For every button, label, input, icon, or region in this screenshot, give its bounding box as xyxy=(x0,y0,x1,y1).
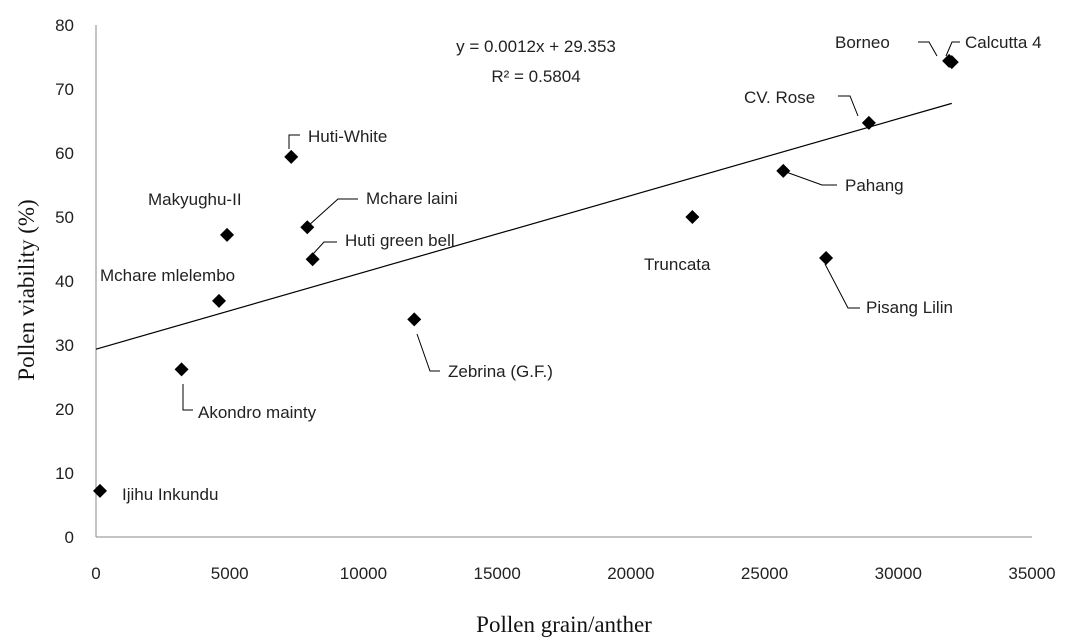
label-leader-line xyxy=(182,384,193,411)
point-label: Borneo xyxy=(835,33,890,52)
point-label: Zebrina (G.F.) xyxy=(448,362,553,381)
trendline xyxy=(95,102,952,350)
x-tick-label: 5000 xyxy=(211,564,249,583)
data-point xyxy=(93,483,108,498)
data-point xyxy=(819,250,834,265)
trendline-group xyxy=(95,102,952,350)
point-label: Huti green bell xyxy=(345,231,455,250)
point-label: Mchare laini xyxy=(366,189,458,208)
y-axis-title: Pollen viability (%) xyxy=(14,199,39,380)
y-tick-label: 50 xyxy=(55,208,74,227)
data-point xyxy=(220,227,235,242)
point-label: Akondro mainty xyxy=(198,403,317,422)
x-tick-label: 30000 xyxy=(875,564,922,583)
y-tick-label: 70 xyxy=(55,80,74,99)
y-tick-label: 20 xyxy=(55,400,74,419)
point-labels: Ijihu Inkundu Akondro mainty Mchare mlelem… xyxy=(100,33,1042,504)
data-point xyxy=(284,149,299,164)
x-tick-label: 25000 xyxy=(741,564,788,583)
label-leader-line xyxy=(312,241,337,255)
label-leader-line xyxy=(288,134,300,149)
point-label: Pisang Lilin xyxy=(866,298,953,317)
point-label: Calcutta 4 xyxy=(965,33,1042,52)
tick-labels: 0 10 20 30 40 50 60 70 80 0 5000 10000 15000 20000 250… xyxy=(55,16,1056,583)
x-tick-label: 35000 xyxy=(1008,564,1055,583)
x-tick-label: 15000 xyxy=(474,564,521,583)
axes xyxy=(95,25,1032,538)
data-point xyxy=(861,115,876,130)
point-label: Pahang xyxy=(845,176,904,195)
y-tick-label: 0 xyxy=(65,528,74,547)
point-label: Ijihu Inkundu xyxy=(122,485,218,504)
point-label: CV. Rose xyxy=(744,88,815,107)
trendline-equation: y = 0.0012x + 29.353 xyxy=(456,37,616,56)
point-label: Makyughu-II xyxy=(148,190,242,209)
y-tick-label: 40 xyxy=(55,272,74,291)
data-point xyxy=(305,252,320,267)
label-leader-line xyxy=(785,171,837,186)
y-tick-label: 60 xyxy=(55,144,74,163)
x-tick-label: 20000 xyxy=(607,564,654,583)
label-leader-line xyxy=(918,41,938,57)
x-axis-title: Pollen grain/anther xyxy=(476,612,652,637)
label-leader-line xyxy=(416,333,440,372)
label-leader-line xyxy=(824,263,860,309)
data-point xyxy=(407,312,422,327)
y-tick-label: 10 xyxy=(55,464,74,483)
data-point xyxy=(776,163,791,178)
data-point xyxy=(685,210,700,224)
y-tick-label: 80 xyxy=(55,16,74,35)
label-leader-line xyxy=(307,198,358,227)
point-label: Mchare mlelembo xyxy=(100,266,235,285)
x-tick-label: 10000 xyxy=(340,564,387,583)
label-leader-line xyxy=(945,41,960,57)
y-tick-label: 30 xyxy=(55,336,74,355)
data-points xyxy=(93,53,959,498)
point-label: Huti-White xyxy=(308,127,387,146)
x-tick-label: 0 xyxy=(91,564,100,583)
data-point xyxy=(174,362,189,377)
data-point xyxy=(944,55,959,70)
data-point xyxy=(212,293,227,308)
trendline-r-squared: R² = 0.5804 xyxy=(491,67,580,86)
point-label: Truncata xyxy=(644,255,711,274)
label-leader-line xyxy=(838,95,859,117)
